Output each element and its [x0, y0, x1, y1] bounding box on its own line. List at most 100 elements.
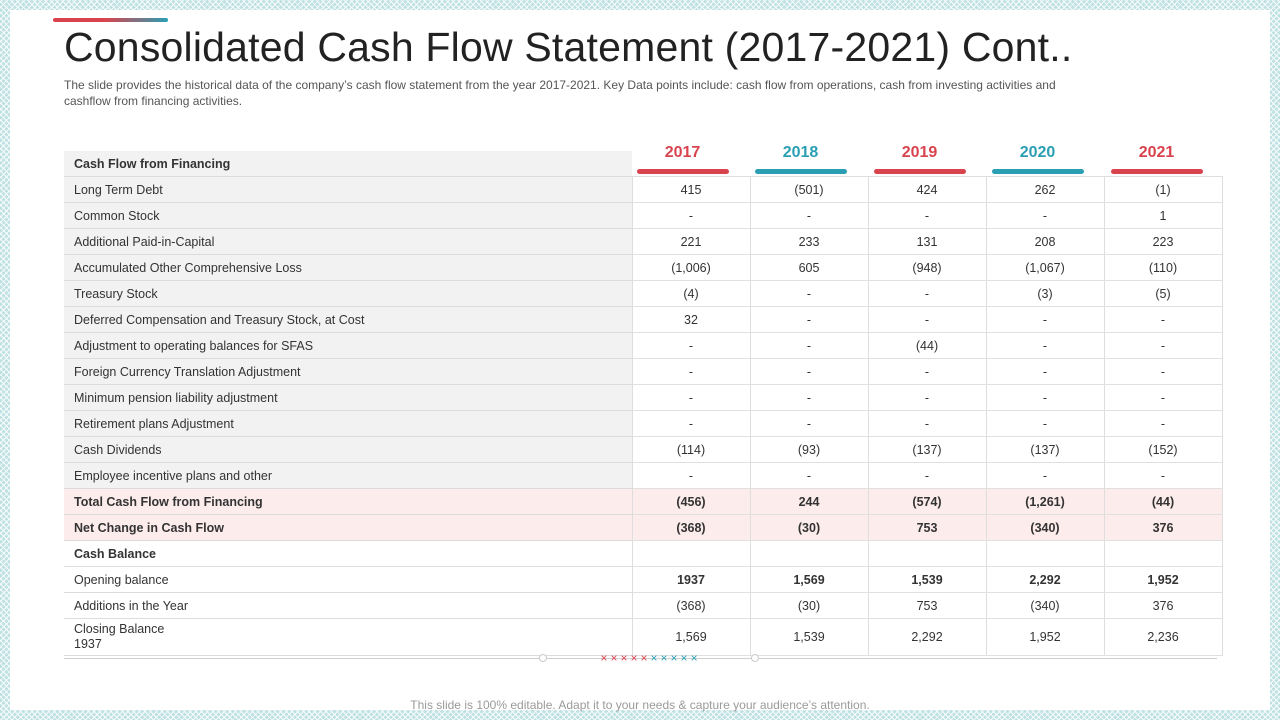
cell-value: 208 — [985, 228, 1104, 255]
cell-value: - — [631, 202, 750, 229]
table-row: Adjustment to operating balances for SFA… — [64, 332, 1223, 359]
cross-icon: × — [640, 651, 648, 665]
row-label: Accumulated Other Comprehensive Loss — [64, 254, 632, 281]
row-label: Common Stock — [64, 202, 632, 229]
row-label-line: Closing Balance — [74, 622, 165, 636]
cross-icon: × — [680, 651, 688, 665]
table-row: Treasury Stock (4) - - (3) (5) — [64, 280, 1223, 307]
table-row: Additions in the Year (368) (30) 753 (34… — [64, 592, 1223, 619]
table-row: Deferred Compensation and Treasury Stock… — [64, 306, 1223, 333]
cross-icon: × — [660, 651, 668, 665]
cell-value: (30) — [749, 592, 868, 619]
row-label: Additional Paid-in-Capital — [64, 228, 632, 255]
cell-value: - — [985, 462, 1104, 489]
cell-value: 376 — [1103, 514, 1223, 541]
cell-value: (137) — [985, 436, 1104, 463]
cell-value: 233 — [749, 228, 868, 255]
cell-value: - — [749, 332, 868, 359]
cross-icon: × — [650, 651, 658, 665]
row-label: Net Change in Cash Flow — [64, 514, 632, 541]
footer-note: This slide is 100% editable. Adapt it to… — [410, 698, 870, 712]
cell-value: (137) — [867, 436, 986, 463]
table-row: Minimum pension liability adjustment - -… — [64, 384, 1223, 411]
cross-icon: × — [600, 651, 608, 665]
cell-value: - — [749, 280, 868, 307]
cell-value: 424 — [867, 176, 986, 203]
table-row: Closing Balance 1937 1,569 1,539 2,292 1… — [64, 618, 1223, 656]
cell-value: 1,569 — [631, 618, 750, 656]
circle-icon — [751, 654, 759, 662]
cell-value: (501) — [749, 176, 868, 203]
cell-value — [631, 540, 750, 567]
cell-value: - — [631, 384, 750, 411]
cell-value: (574) — [867, 488, 986, 515]
cell-value: - — [867, 202, 986, 229]
cell-value: (30) — [749, 514, 868, 541]
cell-value: (114) — [631, 436, 750, 463]
row-label: Foreign Currency Translation Adjustment — [64, 358, 632, 385]
section-label: Cash Balance — [64, 540, 632, 567]
total-financing-row: Total Cash Flow from Financing (456) 244… — [64, 488, 1223, 515]
page-subtitle: The slide provides the historical data o… — [64, 78, 1056, 108]
row-label: Employee incentive plans and other — [64, 462, 632, 489]
cross-icon: × — [620, 651, 628, 665]
cell-value: - — [749, 410, 868, 437]
row-label: Adjustment to operating balances for SFA… — [64, 332, 632, 359]
cell-value: 221 — [631, 228, 750, 255]
cell-value: - — [1103, 358, 1223, 385]
cell-value: - — [1103, 410, 1223, 437]
cell-value: 1937 — [631, 566, 750, 593]
cell-value: - — [1103, 306, 1223, 333]
cell-value: - — [1103, 462, 1223, 489]
cell-value: (456) — [631, 488, 750, 515]
row-label: Cash Dividends — [64, 436, 632, 463]
cell-value: 1,539 — [749, 618, 868, 656]
cell-value: - — [749, 462, 868, 489]
row-label: Closing Balance 1937 — [64, 618, 632, 656]
cell-value: - — [985, 202, 1104, 229]
row-label: Minimum pension liability adjustment — [64, 384, 632, 411]
cash-flow-table: Cash Flow from Financing Long Term Debt … — [64, 151, 1223, 656]
cell-value — [1103, 540, 1223, 567]
cell-value: - — [985, 332, 1104, 359]
row-label: Retirement plans Adjustment — [64, 410, 632, 437]
cell-value: (1,006) — [631, 254, 750, 281]
row-label: Long Term Debt — [64, 176, 632, 203]
cell-value: (340) — [985, 592, 1104, 619]
cell-value: - — [631, 358, 750, 385]
cell-value — [867, 540, 986, 567]
cell-value: - — [631, 410, 750, 437]
cell-value: - — [867, 410, 986, 437]
cell-value: 131 — [867, 228, 986, 255]
slide: Consolidated Cash Flow Statement (2017-2… — [10, 10, 1270, 712]
cell-value: 262 — [985, 176, 1104, 203]
cross-icon: × — [630, 651, 638, 665]
cell-value: - — [631, 332, 750, 359]
cross-icon: × — [690, 651, 698, 665]
cell-value: 415 — [631, 176, 750, 203]
table-row: Additional Paid-in-Capital 221 233 131 2… — [64, 228, 1223, 255]
cell-value: (93) — [749, 436, 868, 463]
cell-value: (4) — [631, 280, 750, 307]
cell-value: 1 — [1103, 202, 1223, 229]
table-row: Foreign Currency Translation Adjustment … — [64, 358, 1223, 385]
cell-value: (3) — [985, 280, 1104, 307]
cell-value: (44) — [867, 332, 986, 359]
cell-value: - — [749, 202, 868, 229]
net-change-row: Net Change in Cash Flow (368) (30) 753 (… — [64, 514, 1223, 541]
table-row: Cash Dividends (114) (93) (137) (137) (1… — [64, 436, 1223, 463]
table-row: Opening balance 1937 1,569 1,539 2,292 1… — [64, 566, 1223, 593]
cell-value — [749, 540, 868, 567]
cell-value: (1) — [1103, 176, 1223, 203]
cross-icon: × — [670, 651, 678, 665]
cell-value: - — [985, 306, 1104, 333]
cell-value: (948) — [867, 254, 986, 281]
cell-value: - — [749, 384, 868, 411]
cell-value: - — [867, 358, 986, 385]
cell-value: - — [749, 358, 868, 385]
cell-value: - — [867, 306, 986, 333]
cross-marks: × × × × × × × × × × — [600, 652, 697, 664]
cell-value: (368) — [631, 592, 750, 619]
table-row: Retirement plans Adjustment - - - - - — [64, 410, 1223, 437]
row-label: Opening balance — [64, 566, 632, 593]
